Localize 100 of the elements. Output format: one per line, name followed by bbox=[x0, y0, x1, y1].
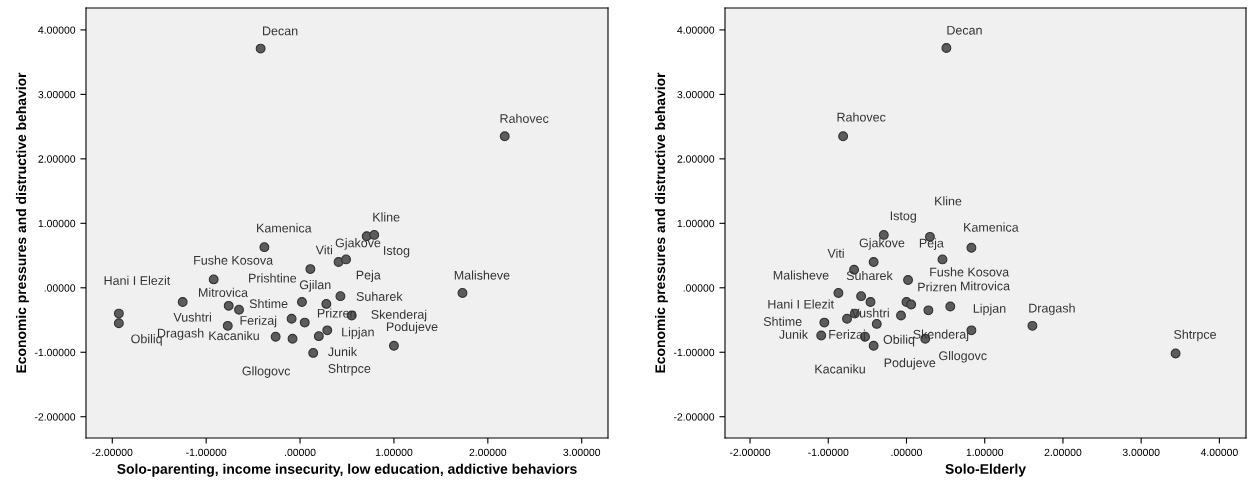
point bbox=[833, 288, 844, 298]
data-label: Junik bbox=[328, 346, 358, 357]
x-axis-title: Solo-Elderly bbox=[945, 463, 1026, 477]
data-label: Peja bbox=[919, 238, 944, 250]
point bbox=[255, 43, 266, 54]
data-label: Decan bbox=[947, 25, 982, 35]
x-tick-label: -1.00000 bbox=[808, 448, 849, 457]
point bbox=[1170, 348, 1181, 359]
point bbox=[941, 43, 952, 53]
data-label: Suharek bbox=[356, 291, 403, 301]
point bbox=[286, 313, 297, 324]
data-label: Istog bbox=[890, 211, 916, 223]
y-axis-title: Economic pressures and distructive behavior bbox=[654, 72, 668, 373]
y-tick-label: 1.00000 bbox=[38, 219, 76, 228]
data-label: Rahovec bbox=[500, 113, 549, 123]
data-label: Viti bbox=[827, 248, 844, 258]
x-tick-label: -1.00000 bbox=[186, 448, 227, 457]
x-tick-label: -2.00000 bbox=[92, 448, 133, 457]
data-label: Gjakove bbox=[335, 238, 381, 250]
data-label: Malisheve bbox=[454, 270, 510, 280]
point bbox=[838, 131, 849, 142]
data-label: Obiliq bbox=[883, 334, 915, 347]
data-label: Decan bbox=[263, 26, 298, 36]
data-label: Junik bbox=[779, 329, 809, 339]
point bbox=[270, 331, 281, 342]
point bbox=[856, 291, 867, 302]
point bbox=[113, 318, 124, 329]
point bbox=[1027, 320, 1038, 331]
data-label: Lipjan bbox=[973, 303, 1006, 316]
point bbox=[842, 313, 852, 324]
data-label: Kamenica bbox=[964, 222, 1019, 232]
point bbox=[113, 308, 124, 319]
data-label: Mitrovica bbox=[961, 281, 1011, 291]
data-label: Kacaniku bbox=[815, 364, 865, 374]
data-label: Prizren bbox=[918, 282, 957, 292]
data-label: Malisheve bbox=[773, 270, 829, 280]
data-label: Prishtine bbox=[249, 273, 297, 283]
point bbox=[896, 310, 906, 321]
point bbox=[335, 291, 346, 302]
point bbox=[222, 320, 233, 331]
point bbox=[259, 242, 270, 253]
data-label: Gllogovc bbox=[939, 350, 987, 363]
point bbox=[903, 275, 914, 286]
point bbox=[296, 297, 307, 307]
data-label: Vushtri bbox=[173, 312, 211, 322]
point bbox=[305, 264, 316, 275]
x-tick-label: -2.00000 bbox=[729, 448, 771, 457]
y-tick-label: 2.00000 bbox=[677, 155, 715, 163]
point bbox=[177, 297, 188, 307]
point bbox=[966, 242, 977, 253]
point bbox=[333, 257, 344, 267]
point bbox=[313, 331, 324, 342]
x-tick-label: 2.00000 bbox=[1044, 448, 1082, 457]
data-label: Kline bbox=[373, 212, 400, 222]
data-label: Ferizaj bbox=[240, 315, 277, 328]
point bbox=[208, 274, 219, 285]
x-tick-label: 2.00000 bbox=[469, 448, 507, 457]
data-label: Kacaniku bbox=[209, 330, 259, 341]
point bbox=[457, 288, 468, 298]
y-tick-label: 2.00000 bbox=[38, 155, 76, 163]
point bbox=[341, 254, 352, 265]
point bbox=[937, 254, 948, 265]
point bbox=[308, 347, 319, 358]
x-tick-label: 1.00000 bbox=[966, 448, 1004, 457]
point bbox=[945, 301, 956, 312]
y-tick-label: .00000 bbox=[44, 284, 76, 292]
y-tick-label: -1.00000 bbox=[673, 348, 715, 357]
data-label: Gjakove bbox=[859, 238, 905, 250]
data-label: Fushe Kosova bbox=[930, 267, 1010, 277]
x-tick-label: .00000 bbox=[891, 448, 923, 457]
point bbox=[287, 333, 298, 344]
point bbox=[819, 317, 830, 328]
data-label: Istog bbox=[384, 246, 410, 258]
data-label: Dragash bbox=[1029, 303, 1075, 315]
data-label: Suharek bbox=[846, 270, 893, 281]
data-label: Shtime bbox=[249, 298, 288, 309]
point bbox=[234, 304, 244, 315]
data-label: Kline bbox=[935, 196, 962, 206]
data-label: Lipjan bbox=[342, 327, 374, 339]
point bbox=[906, 299, 917, 310]
point bbox=[865, 297, 876, 307]
point bbox=[868, 340, 879, 351]
data-label: Podujeve bbox=[884, 358, 936, 370]
y-tick-label: 1.00000 bbox=[677, 219, 715, 228]
y-tick-label: -1.00000 bbox=[34, 348, 76, 357]
y-tick-label: .00000 bbox=[683, 284, 715, 292]
data-label: Mitrovica bbox=[199, 287, 248, 297]
data-label: Gllogovc bbox=[242, 366, 291, 378]
x-tick-label: 3.00000 bbox=[1122, 448, 1160, 457]
data-label: Kamenica bbox=[257, 223, 312, 233]
point bbox=[923, 305, 934, 316]
data-label: Hani I Elezit bbox=[104, 275, 171, 285]
point bbox=[299, 317, 310, 328]
data-label: Fushe Kosova bbox=[194, 255, 274, 265]
x-tick-label: 3.00000 bbox=[563, 448, 601, 457]
x-tick-label: .00000 bbox=[285, 448, 316, 457]
point bbox=[388, 340, 399, 351]
data-label: Skenderaj bbox=[371, 309, 427, 322]
data-label: Rahovec bbox=[837, 112, 886, 122]
data-label: Hani I Elezit bbox=[768, 299, 834, 309]
